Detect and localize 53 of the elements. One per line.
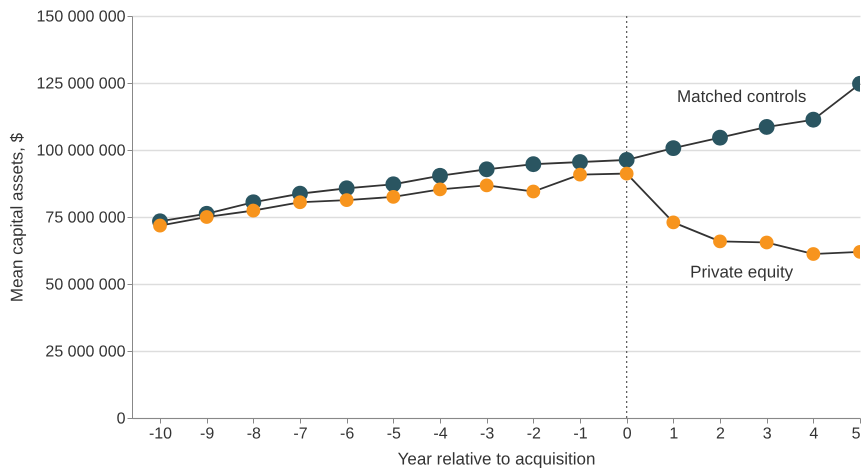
- x-tick-label: 4: [809, 426, 818, 442]
- point: [293, 195, 307, 210]
- y-tick-label: 100 000 000: [36, 142, 126, 160]
- point: [572, 154, 588, 170]
- x-tick-label: -7: [293, 426, 308, 442]
- y-tick-label: 25 000 000: [45, 344, 126, 360]
- point: [806, 247, 820, 261]
- y-tick-label: 150 000 000: [36, 8, 126, 26]
- point: [573, 168, 587, 182]
- point: [200, 210, 214, 224]
- x-tick-label: -9: [200, 426, 214, 442]
- x-tick-label: -4: [433, 426, 448, 442]
- point: [618, 152, 635, 168]
- x-tick-label: 3: [762, 426, 772, 442]
- point: [338, 180, 355, 196]
- series-label: Private equity: [690, 262, 794, 282]
- point: [340, 193, 354, 207]
- point: [385, 176, 402, 192]
- x-tick-label: 1: [669, 426, 678, 442]
- point: [760, 236, 774, 250]
- point: [620, 166, 634, 180]
- point: [478, 161, 495, 178]
- point: [386, 190, 400, 204]
- x-tick-label: -8: [246, 426, 262, 442]
- x-tick-label: 0: [622, 426, 632, 442]
- y-tick-label: 50 000 000: [45, 276, 126, 294]
- y-tick-label: 125 000 000: [36, 76, 126, 92]
- x-tick-label: -1: [573, 426, 588, 442]
- point: [713, 234, 727, 248]
- series-label: Matched controls: [676, 86, 806, 106]
- point: [433, 182, 447, 196]
- x-tick-label: -5: [386, 426, 402, 442]
- x-tick-label: -2: [526, 426, 542, 442]
- x-tick-label: -6: [340, 426, 354, 442]
- y-tick-label: 0: [116, 410, 126, 428]
- x-axis-title: Year relative to acquisition: [398, 450, 596, 468]
- point: [758, 119, 775, 135]
- point: [712, 130, 728, 146]
- x-tick-label: -3: [480, 426, 494, 442]
- point: [480, 178, 494, 192]
- x-tick-label: 2: [716, 426, 726, 442]
- point: [805, 112, 822, 128]
- y-tick-label: 75 000 000: [45, 210, 126, 226]
- point: [153, 218, 167, 232]
- point: [525, 156, 542, 172]
- point: [666, 215, 680, 230]
- x-tick-label: -10: [148, 426, 172, 442]
- x-tick-label: 5: [852, 426, 861, 442]
- point: [246, 204, 260, 218]
- y-axis-title: Mean capital assets, $: [8, 132, 27, 302]
- point: [432, 168, 448, 184]
- point: [526, 184, 540, 198]
- point: [665, 140, 682, 156]
